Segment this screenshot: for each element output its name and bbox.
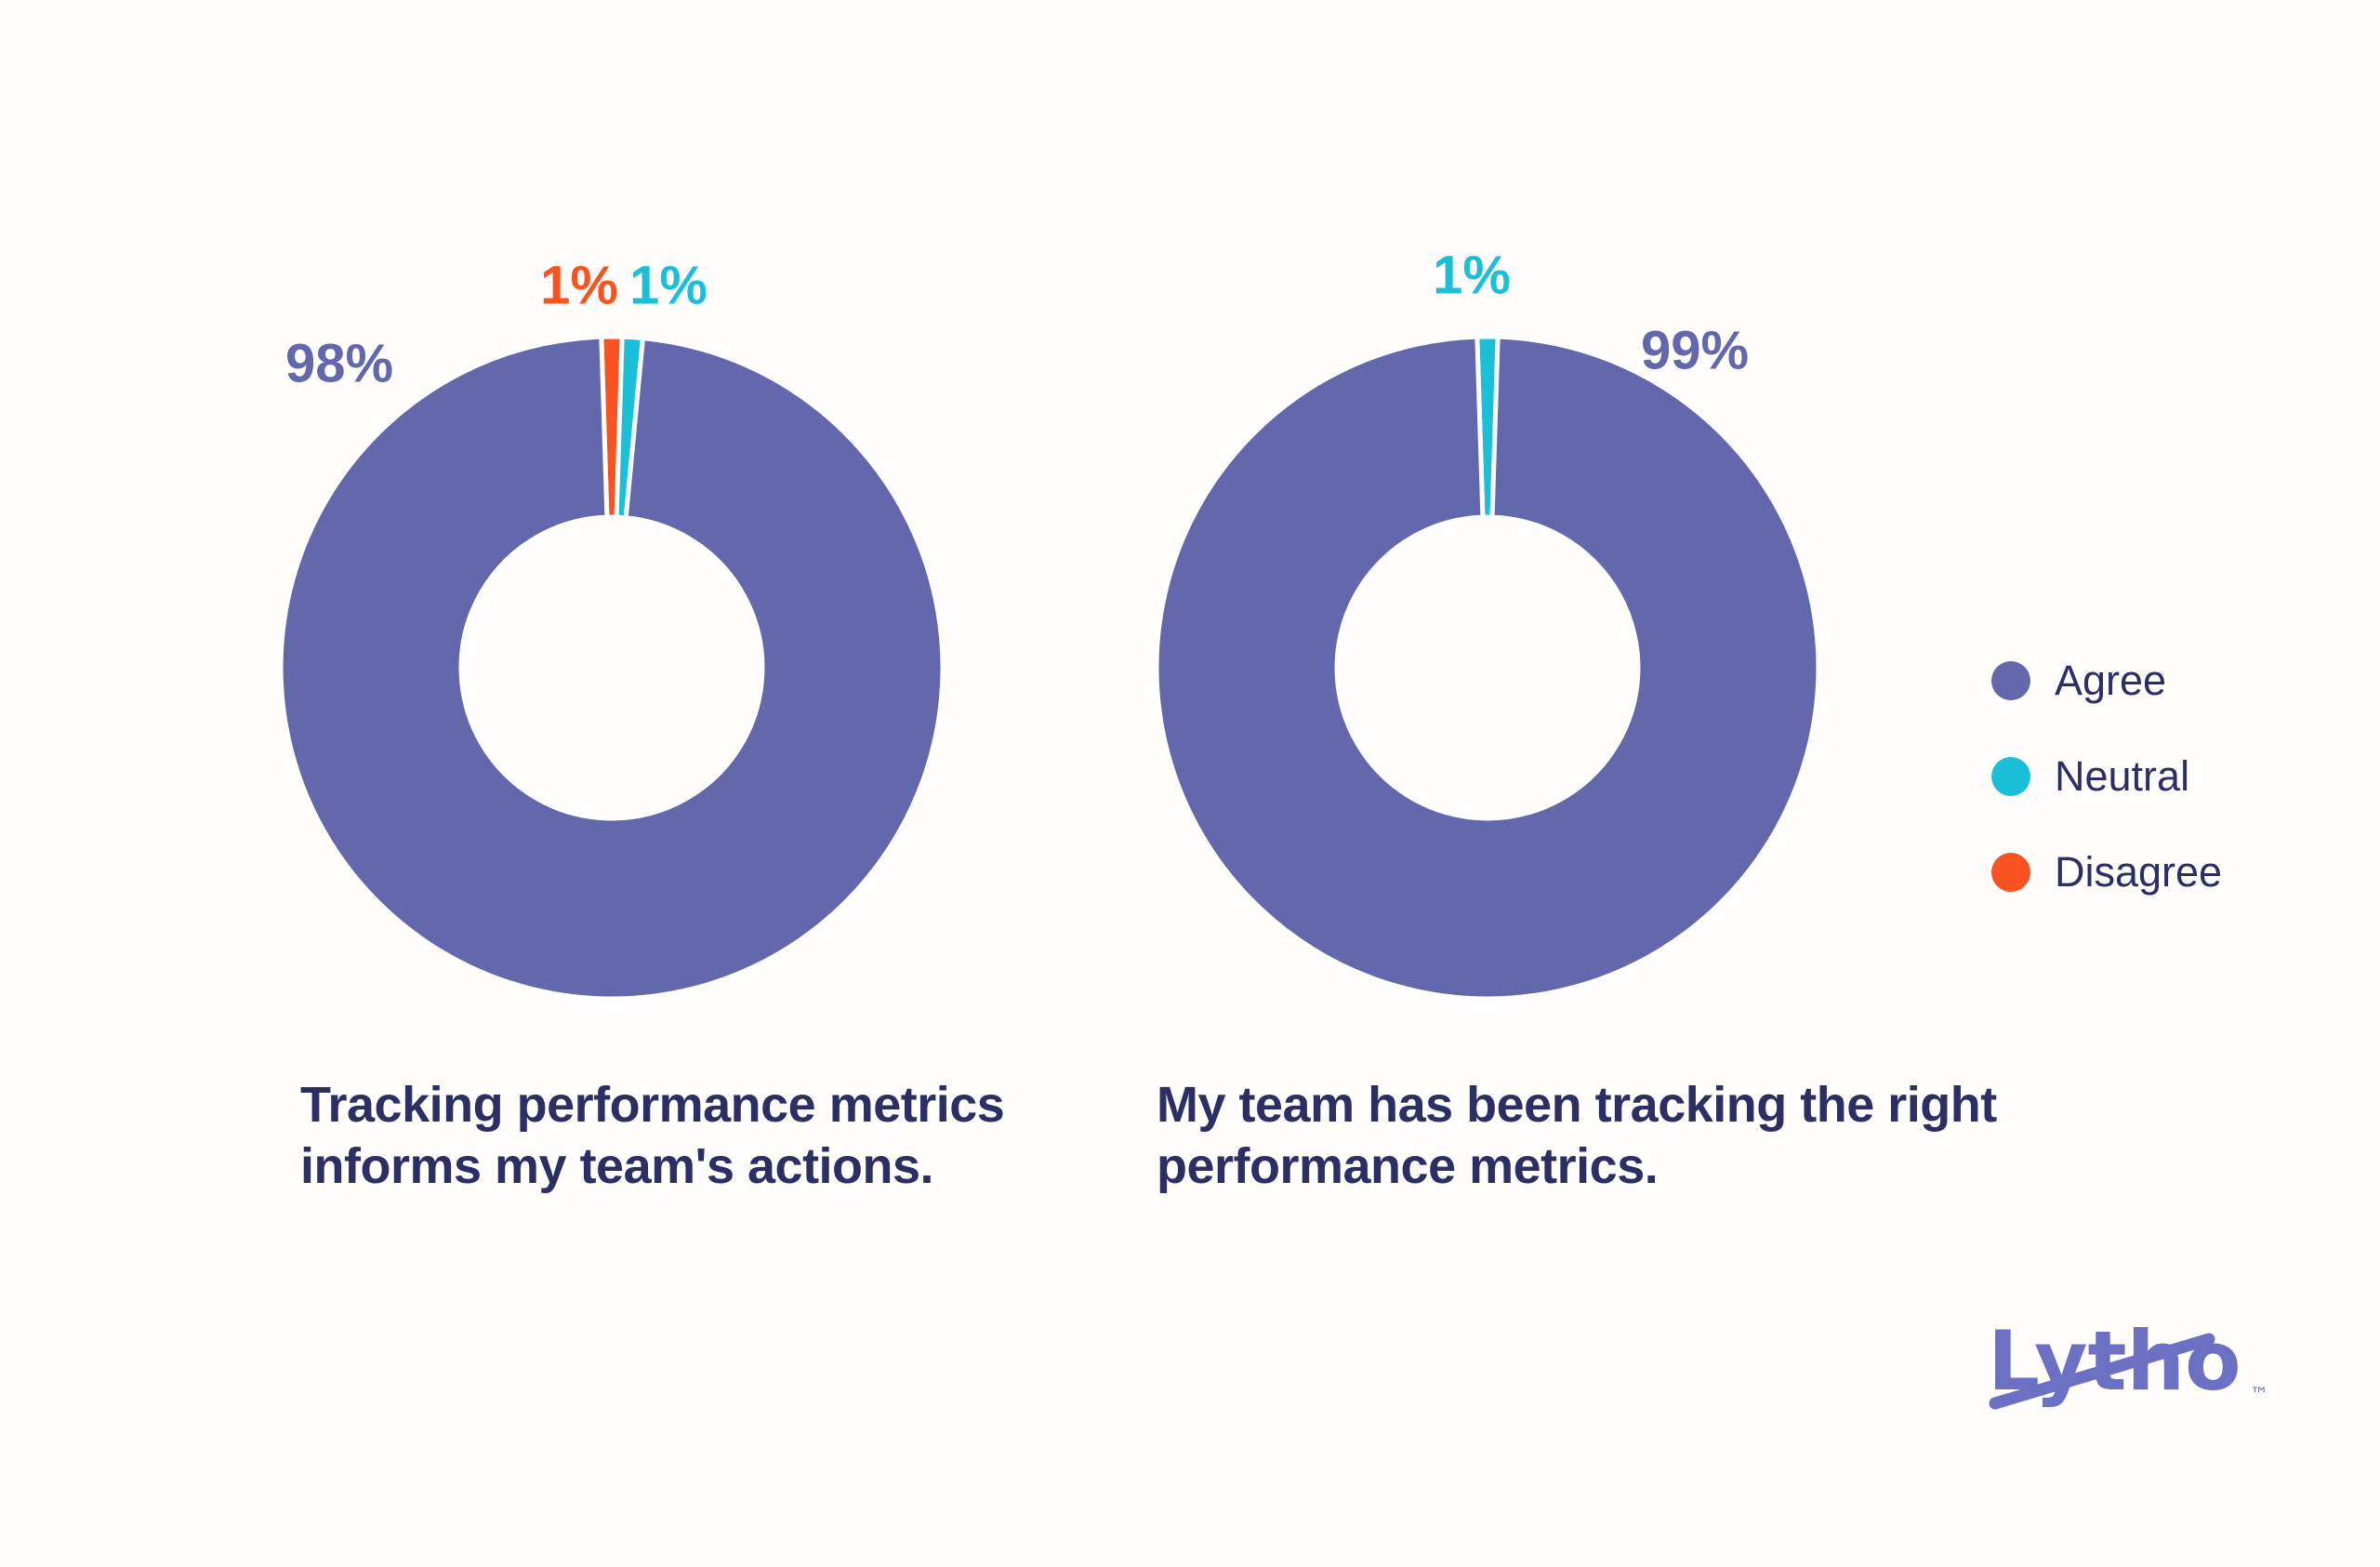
legend-item-agree: Agree bbox=[1991, 657, 2222, 705]
donut-segment-agree bbox=[278, 334, 945, 1002]
legend-item-neutral: Neutral bbox=[1991, 752, 2222, 801]
legend-label-neutral: Neutral bbox=[2055, 752, 2190, 800]
percent-label-agree-right: 99% bbox=[1640, 320, 1750, 381]
legend-label-disagree: Disagree bbox=[2055, 848, 2223, 896]
lytho-logo: Lytho ™ bbox=[1988, 1313, 2268, 1410]
legend-dot-disagree-icon bbox=[1991, 853, 2030, 892]
percent-label-neutral-left: 1% bbox=[629, 255, 707, 316]
legend-dot-agree-icon bbox=[1991, 661, 2030, 700]
caption-line: My team has been tracking the right bbox=[1157, 1077, 1997, 1133]
caption-line: performance metrics. bbox=[1157, 1138, 1659, 1194]
legend-item-disagree: Disagree bbox=[1991, 848, 2222, 896]
legend: Agree Neutral Disagree bbox=[1991, 657, 2222, 896]
donut-segment-agree bbox=[1154, 334, 1821, 1002]
percent-label-disagree-left: 1% bbox=[540, 255, 618, 316]
caption-line: informs my team's actions. bbox=[300, 1138, 934, 1194]
percent-label-agree-left: 98% bbox=[284, 333, 394, 394]
percent-label-neutral-right: 1% bbox=[1433, 245, 1511, 306]
donut-chart-left bbox=[278, 334, 945, 1002]
lytho-logo-swoosh bbox=[1989, 1333, 2215, 1410]
legend-label-agree: Agree bbox=[2055, 657, 2167, 704]
legend-dot-neutral-icon bbox=[1991, 757, 2030, 796]
trademark-symbol: ™ bbox=[2250, 1383, 2268, 1405]
donut-chart-right bbox=[1154, 334, 1821, 1002]
chart-caption-left: Tracking performance metrics informs my … bbox=[300, 1074, 1005, 1197]
chart-caption-right: My team has been tracking the right perf… bbox=[1157, 1074, 1997, 1197]
caption-line: Tracking performance metrics bbox=[300, 1077, 1005, 1133]
